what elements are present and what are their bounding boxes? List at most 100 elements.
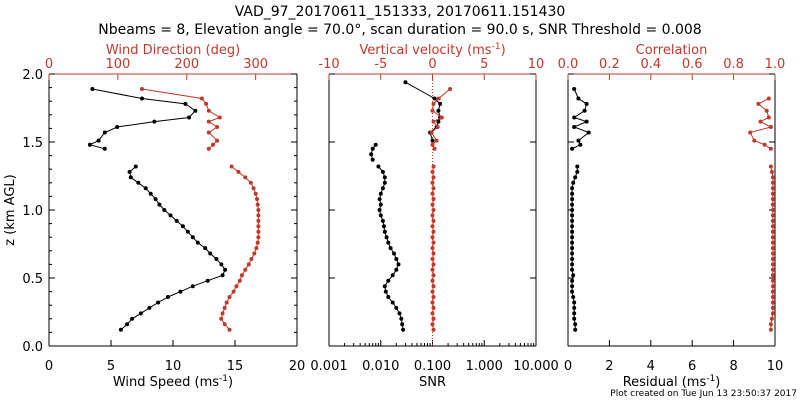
vertical-velocity-point: [431, 316, 436, 321]
correlation-point: [768, 125, 773, 129]
wind-direction-point: [256, 213, 261, 218]
vertical-velocity-point: [431, 208, 436, 212]
top-axis-title: Wind Direction (deg): [106, 43, 240, 58]
panel-correlation: 0 2 4 6 8 10 0.0 0.2 0.4 0.6 0.8 1.0 Residual (ms-1)…: [558, 43, 786, 390]
bottom-axis-title-exponent: -1: [706, 374, 715, 384]
correlation-point: [770, 175, 775, 180]
residual-point: [570, 251, 575, 256]
correlation-point: [770, 267, 775, 272]
residual-point: [570, 202, 575, 207]
snr-point: [432, 96, 437, 101]
wind-direction-point: [252, 251, 257, 256]
bottom-tick-label: 8: [729, 359, 737, 374]
vertical-velocity-point: [434, 138, 439, 143]
wind-direction-point: [237, 278, 242, 283]
snr-point: [378, 202, 383, 207]
wind-direction-line-1: [220, 166, 259, 331]
vertical-velocity-point: [431, 284, 436, 289]
correlation-point: [770, 262, 775, 267]
top-axis-title-exponent: -1: [492, 42, 501, 52]
correlation-point: [770, 229, 775, 234]
wind-direction-point: [256, 235, 261, 240]
residual-point: [570, 186, 575, 191]
bottom-tick-label: 0: [45, 359, 53, 374]
bottom-tick-label: 1.000: [466, 359, 503, 374]
wind-speed-point: [115, 125, 120, 129]
y-axis-label: z (km AGL): [3, 174, 18, 245]
vertical-velocity-point: [430, 224, 435, 229]
wind-speed-point: [190, 284, 195, 289]
wind-speed-point: [125, 322, 130, 327]
vertical-velocity-point: [430, 202, 435, 207]
snr-point: [383, 289, 388, 294]
wind-speed-point: [147, 305, 152, 310]
wind-speed-point: [156, 300, 161, 305]
residual-point: [570, 240, 575, 245]
vertical-velocity-point: [431, 295, 436, 299]
snr-point: [436, 119, 441, 124]
vertical-velocity-point: [430, 108, 435, 113]
correlation-point: [770, 273, 775, 278]
correlation-point: [768, 164, 773, 169]
correlation-point: [770, 191, 775, 196]
residual-point: [572, 115, 577, 120]
snr-point: [377, 208, 382, 212]
wind-speed-point: [102, 130, 107, 135]
wind-speed-point: [220, 273, 225, 278]
correlation-point: [770, 218, 775, 223]
vertical-velocity-point: [431, 101, 436, 106]
snr-point: [396, 262, 401, 267]
wind-speed-point: [102, 146, 107, 151]
correlation-point: [770, 295, 775, 299]
bottom-axis-title-tail: ): [715, 375, 720, 390]
wind-speed-point: [219, 262, 224, 267]
vertical-velocity-point: [431, 164, 436, 169]
wind-direction-point: [256, 208, 261, 212]
wind-speed-point: [90, 87, 95, 91]
snr-point: [370, 157, 375, 162]
correlation-point: [770, 300, 775, 305]
wind-direction-point: [234, 284, 239, 289]
residual-point: [570, 262, 575, 267]
vertical-velocity-point: [431, 251, 436, 256]
residual-point: [570, 278, 575, 283]
snr-point: [369, 152, 374, 157]
y-tick-label: 0.5: [22, 272, 43, 287]
snr-point: [386, 278, 391, 283]
residual-point: [572, 305, 577, 310]
vertical-velocity-point: [430, 289, 435, 294]
bottom-tick-label: 5: [107, 359, 115, 374]
residual-point: [573, 175, 578, 180]
bottom-tick-label: 0: [564, 359, 572, 374]
bottom-tick-label: 10.000: [513, 359, 559, 374]
vertical-velocity-point: [431, 240, 436, 245]
wind-direction-point: [246, 262, 251, 267]
snr-point: [373, 142, 378, 147]
top-axis-title: Vertical velocity (ms-1): [359, 42, 505, 58]
vertical-velocity-point: [435, 125, 440, 129]
y-tick-label: 2.0: [22, 68, 43, 83]
snr-point: [403, 80, 408, 85]
snr-point: [386, 240, 391, 245]
correlation-point: [768, 146, 773, 151]
wind-speed-point: [138, 311, 143, 316]
bottom-tick-label: 0.010: [362, 359, 399, 374]
correlation-point: [756, 101, 761, 106]
wind-speed-point: [152, 119, 157, 124]
snr-line-1: [370, 144, 377, 160]
snr-point: [370, 146, 375, 151]
residual-point: [571, 180, 576, 185]
correlation-point: [766, 96, 771, 101]
residual-point: [570, 213, 575, 218]
vertical-velocity-point: [430, 180, 435, 185]
wind-direction-point: [256, 218, 261, 223]
snr-point: [380, 169, 385, 174]
residual-point: [575, 169, 580, 174]
correlation-point: [770, 224, 775, 229]
bottom-axis-title: SNR: [419, 375, 446, 390]
top-tick-label: 0.8: [723, 57, 744, 72]
correlation-line-0: [749, 98, 773, 150]
residual-point: [584, 101, 589, 106]
y-tick-label: 0.0: [22, 340, 43, 355]
